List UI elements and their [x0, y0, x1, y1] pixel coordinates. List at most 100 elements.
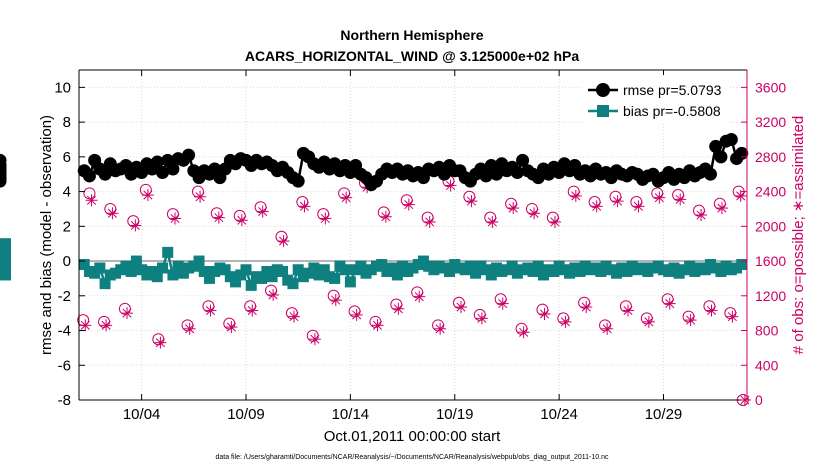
x-axis-label: Oct.01,2011 00:00:00 start [324, 428, 501, 445]
bias-point [339, 264, 351, 276]
asterisk-stroke [381, 212, 391, 222]
bias-point [470, 267, 482, 279]
chart-subtitle: ACARS_HORIZONTAL_WIND @ 3.125000e+02 hPa [245, 48, 580, 64]
obs-assimilated-marker [632, 200, 645, 213]
bias-point [78, 259, 90, 271]
x-tick-label: 10/09 [227, 406, 265, 423]
obs-assimilated-marker [684, 314, 697, 327]
obs-assimilated-marker [298, 200, 311, 213]
legend-bias-label: bias pr=-0.5808 [623, 103, 721, 119]
asterisk-stroke [539, 309, 550, 319]
obs-assimilated-marker [100, 319, 113, 332]
rmse-point [703, 167, 717, 181]
obs-assimilated-marker [475, 312, 488, 325]
asterisk-stroke [686, 315, 696, 325]
obs-assimilated-marker [329, 294, 342, 307]
chart-title: Northern Hemisphere [340, 27, 483, 43]
obs-assimilated-marker [371, 319, 384, 332]
asterisk-stroke [268, 290, 278, 300]
obs-assimilated-marker [212, 211, 225, 224]
rmse-point [735, 146, 749, 160]
obs-possible-marker [233, 209, 246, 222]
asterisk-stroke [571, 191, 581, 201]
asterisk-stroke [736, 191, 746, 201]
obs-possible-marker [546, 211, 559, 224]
asterisk-stroke [446, 180, 456, 191]
obs-possible-marker [692, 204, 705, 217]
obs-possible-marker [494, 293, 507, 306]
obs-assimilated-marker [183, 322, 196, 335]
bias-point [151, 271, 163, 283]
y2-tick-label: 800 [755, 323, 779, 339]
obs-assimilated-marker [444, 179, 457, 192]
bias-point [464, 260, 476, 272]
obs-markers [77, 175, 751, 406]
bias-point [376, 259, 388, 271]
asterisk-stroke [279, 236, 289, 246]
rmse-point [724, 132, 738, 146]
asterisk-stroke [498, 299, 508, 309]
asterisk-stroke [122, 308, 132, 318]
bias-point [203, 272, 215, 284]
obs-assimilated-marker [705, 304, 718, 317]
bias-point [172, 260, 184, 272]
bias-point [0, 253, 11, 265]
obs-assimilated-marker [548, 215, 561, 228]
obs-assimilated-marker [465, 195, 478, 208]
bias-point [0, 238, 11, 250]
obs-possible-marker [202, 300, 215, 313]
asterisk-stroke [435, 324, 445, 334]
asterisk-stroke [644, 317, 654, 327]
y-tick-label: 4 [63, 184, 71, 201]
obs-assimilated-marker [204, 304, 217, 317]
asterisk-stroke [226, 322, 236, 332]
asterisk-stroke [205, 305, 216, 316]
bias-point [386, 262, 398, 274]
asterisk-stroke [654, 193, 664, 203]
asterisk-stroke [155, 338, 165, 348]
rmse-point [516, 153, 530, 167]
obs-assimilated-marker [507, 202, 520, 215]
obs-possible-marker [118, 302, 131, 315]
legend: rmse pr=5.0793 bias pr=-0.5808 [583, 75, 730, 123]
bias-point [266, 271, 278, 283]
obs-assimilated-marker [580, 301, 593, 314]
obs-possible-marker [651, 187, 664, 200]
obs-assimilated-marker [350, 308, 363, 321]
bias-point [0, 245, 11, 257]
obs-possible-marker [421, 211, 434, 224]
bias-point [125, 265, 137, 277]
asterisk-stroke [86, 195, 97, 205]
bias-point [230, 276, 242, 288]
obs-assimilated-marker [559, 315, 572, 328]
obs-assimilated-marker [169, 212, 182, 225]
rmse-point [479, 169, 493, 183]
bias-point [0, 264, 11, 276]
obs-possible-marker [338, 187, 351, 200]
obs-assimilated-marker [194, 190, 207, 203]
rmse-point [98, 167, 112, 181]
bias-point [736, 259, 748, 271]
bias-point [198, 265, 210, 277]
asterisk-stroke [195, 192, 205, 202]
obs-assimilated-marker [319, 212, 332, 225]
obs-assimilated-marker [663, 297, 676, 310]
obs-possible-marker [317, 208, 330, 221]
bias-point [287, 278, 299, 290]
asterisk-stroke [310, 334, 320, 344]
y-tick-label: -8 [58, 392, 71, 409]
obs-possible-marker [452, 296, 465, 309]
obs-assimilated-marker [340, 191, 353, 204]
y2-tick-label: 3600 [755, 79, 786, 95]
obs-assimilated-marker [392, 302, 405, 315]
rmse-point [510, 165, 524, 179]
bias-point [532, 260, 544, 272]
y2-tick-label: 400 [755, 357, 779, 373]
rmse-point [166, 162, 180, 176]
y-tick-label: 8 [63, 114, 71, 131]
asterisk-stroke [613, 196, 623, 206]
asterisk-stroke [717, 203, 727, 213]
bias-point [256, 272, 268, 284]
series-lines [0, 132, 749, 291]
obs-assimilated-marker [496, 297, 509, 310]
